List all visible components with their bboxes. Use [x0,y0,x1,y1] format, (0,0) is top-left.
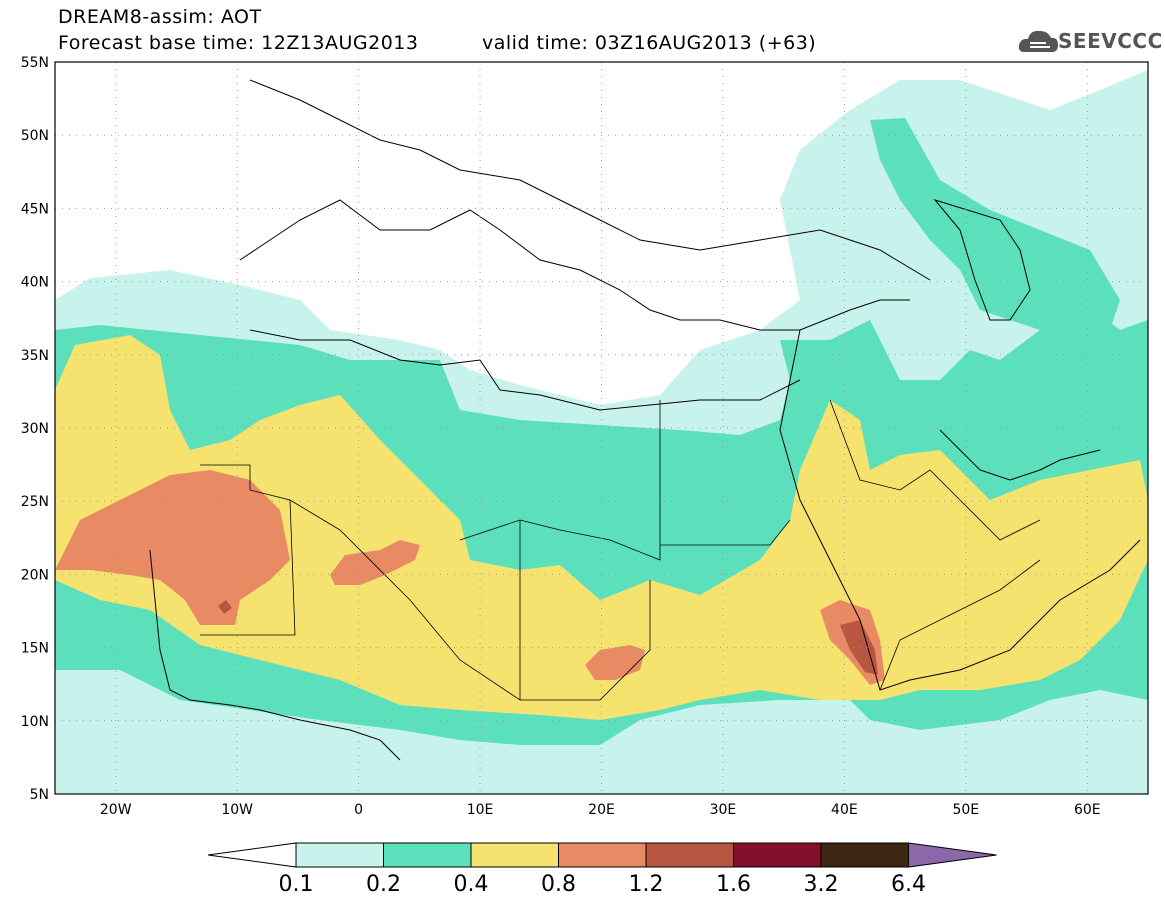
lon-label: 20W [100,802,132,818]
lon-label: 60E [1074,802,1101,818]
valid-time: valid time: 03Z16AUG2013 (+63) [482,32,817,54]
lat-label: 30N [21,421,49,437]
map-title: DREAM8-assim: AOT [58,6,262,28]
aot-band-1.2-west [218,600,232,614]
colorbar-label: 1.6 [716,872,751,897]
seevccc-logo: SEEVCCC [1058,29,1163,53]
cloud-icon [1018,30,1058,52]
lon-label: 0 [354,802,363,818]
colorbar-segment [645,842,734,868]
aot-band-0.8-mali [330,540,420,585]
lat-label: 35N [21,348,49,364]
lon-label: 50E [952,802,979,818]
colorbar-segment [820,842,909,868]
lat-label: 10N [21,714,49,730]
colorbar-segment [383,842,472,868]
coastlines [149,79,1141,761]
lon-label: 30E [710,802,737,818]
colorbar-segment [733,842,822,868]
colorbar-label: 0.8 [541,872,576,897]
graticule [55,62,1148,794]
aot-band-0.8-chad [585,645,645,680]
aot-band-1.2-redsea [840,620,878,675]
colorbar-label: 1.2 [628,872,664,897]
lon-label: 10W [221,802,253,818]
colorbar-segment [558,842,647,868]
colorbar-min-arrow [207,842,297,868]
forecast-base-time: Forecast base time: 12Z13AUG2013 [58,32,419,54]
latitude-labels: 55N 50N 45N 40N 35N 30N 25N 20N 15N 10N 5N [21,55,49,803]
lon-label: 20E [588,802,615,818]
lat-label: 40N [21,275,49,291]
lat-label: 45N [21,201,49,217]
longitude-labels: 20W 10W 0 10E 20E 30E 40E 50E 60E [100,802,1101,818]
lat-label: 25N [21,494,49,510]
colorbar-segment [470,842,559,868]
aot-band-0.2-north [870,118,1120,330]
aot-fields [55,62,1148,794]
colorbar-label: 3.2 [803,872,839,897]
aot-band-0.8-west [55,470,290,625]
aot-band-0.4 [55,335,1148,720]
lat-label: 50N [21,128,49,144]
colorbar-label: 0.1 [278,872,314,897]
colorbar-max-arrow [908,842,997,868]
lat-label: 55N [21,55,49,71]
lat-label: 20N [21,567,49,583]
lat-label: 5N [30,787,49,803]
colorbar [207,842,997,868]
borders [200,399,1041,701]
colorbar-label: 0.4 [453,872,489,897]
map-frame [54,61,1149,795]
lat-label: 15N [21,641,49,657]
lon-label: 10E [467,802,494,818]
colorbar-label: 0.2 [366,872,401,897]
colorbar-segment [295,842,384,868]
lon-label: 40E [831,802,858,818]
colorbar-label: 6.4 [891,872,926,897]
